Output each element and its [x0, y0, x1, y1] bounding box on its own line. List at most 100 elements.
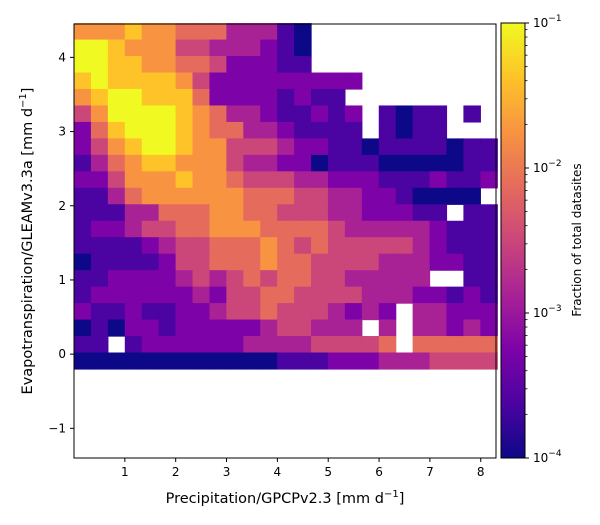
heatmap-cell [412, 352, 431, 370]
heatmap-cell [311, 253, 329, 271]
heatmap-cell [226, 171, 244, 189]
heatmap-cell [463, 187, 481, 205]
heatmap-cell [243, 23, 261, 41]
heatmap-cell [107, 138, 126, 156]
heatmap-cell [361, 270, 380, 288]
heatmap-cell [480, 204, 498, 222]
heatmap-cell [90, 204, 109, 222]
heatmap-cell [463, 105, 481, 123]
heatmap-cell [141, 39, 160, 57]
heatmap-cell [158, 121, 177, 139]
heatmap-cell [395, 220, 414, 238]
heatmap-cell [311, 319, 329, 337]
heatmap-cell [192, 352, 211, 370]
heatmap-cell [243, 105, 261, 123]
heatmap-cell [226, 237, 244, 255]
heatmap-cell [277, 138, 295, 156]
colorbar-tick-label: 10−1 [533, 14, 562, 30]
heatmap-cell [158, 187, 177, 205]
heatmap-cell [327, 352, 346, 370]
heatmap-cell [260, 72, 278, 90]
heatmap-cell [209, 88, 227, 107]
heatmap-cell [158, 105, 177, 123]
heatmap-cell [175, 88, 194, 107]
heatmap-cell [412, 138, 431, 156]
heatmap-cell [243, 56, 261, 74]
heatmap-cell [446, 171, 465, 189]
heatmap-cell [192, 286, 211, 304]
heatmap-cell [480, 270, 498, 288]
heatmap-cell [158, 204, 177, 222]
heatmap-cell [311, 237, 329, 255]
heatmap-cell [429, 336, 448, 354]
heatmap-cell [446, 187, 465, 205]
heatmap-cell [260, 121, 278, 139]
heatmap-cell [90, 336, 109, 354]
heatmap-cell [209, 352, 227, 370]
heatmap-cell [175, 352, 194, 370]
heatmap-cell [260, 286, 278, 304]
heatmap-cells [74, 23, 498, 370]
heatmap-cell [294, 171, 312, 189]
heatmap-cell [378, 253, 397, 271]
y-tick-label: −1 [48, 421, 66, 435]
heatmap-cell [361, 204, 380, 222]
heatmap-cell [446, 336, 465, 354]
heatmap-cell [74, 121, 92, 139]
heatmap-cell [294, 270, 312, 288]
heatmap-cell [175, 171, 194, 189]
heatmap-cell [378, 187, 397, 205]
heatmap-cell [344, 352, 363, 370]
heatmap-cell [260, 105, 278, 123]
heatmap-cell [141, 171, 160, 189]
heatmap-cell [412, 187, 431, 205]
heatmap-cell [74, 237, 92, 255]
heatmap-cell [277, 187, 295, 205]
heatmap-cell [243, 121, 261, 139]
colorbar-label: Fraction of total datasites [570, 163, 584, 316]
heatmap-cell [260, 352, 278, 370]
heatmap-cell [192, 253, 211, 271]
heatmap-cell [395, 138, 414, 156]
heatmap-cell [395, 253, 414, 271]
heatmap-cell [124, 253, 143, 271]
heatmap-cell [175, 220, 194, 238]
colorbar: 10−1 10−2 10−3 10−4 Fraction of total datas… [500, 14, 584, 465]
heatmap-cell [141, 220, 160, 238]
heatmap-cell [260, 56, 278, 74]
heatmap-cell [277, 121, 295, 139]
heatmap-cell [124, 303, 143, 321]
heatmap-cell [141, 253, 160, 271]
heatmap-cell [124, 105, 143, 123]
heatmap-cell [124, 88, 143, 107]
heatmap-cell [277, 253, 295, 271]
heatmap-cell [209, 23, 227, 41]
heatmap-cell [74, 23, 92, 41]
heatmap-cell [327, 253, 346, 271]
heatmap-cell [243, 237, 261, 255]
heatmap-cell [209, 220, 227, 238]
heatmap-cell [175, 237, 194, 255]
heatmap-cell [260, 237, 278, 255]
heatmap-cell [311, 204, 329, 222]
heatmap-cell [192, 303, 211, 321]
heatmap-cell [226, 303, 244, 321]
heatmap-cell [277, 319, 295, 337]
heatmap-cell [395, 121, 414, 139]
heatmap-cell [260, 204, 278, 222]
heatmap-cell [412, 171, 431, 189]
heatmap-cell [480, 138, 498, 156]
heatmap-cell [74, 154, 92, 172]
heatmap-cell [175, 319, 194, 337]
heatmap-cell [192, 56, 211, 74]
heatmap-cell [141, 286, 160, 304]
heatmap-cell [294, 286, 312, 304]
heatmap-cell [327, 138, 346, 156]
heatmap-cell [243, 72, 261, 90]
heatmap-cell [412, 270, 431, 288]
heatmap-cell [361, 220, 380, 238]
heatmap-cell [124, 270, 143, 288]
heatmap-cell [378, 319, 397, 337]
heatmap-cell [175, 72, 194, 90]
heatmap-cell [107, 253, 126, 271]
